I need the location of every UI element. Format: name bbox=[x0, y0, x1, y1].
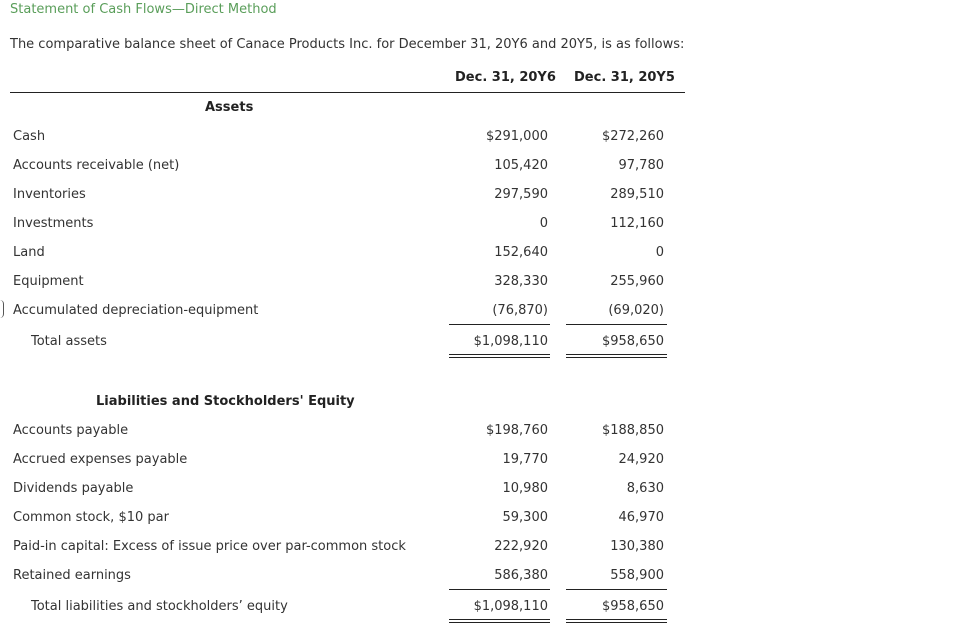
double-underline bbox=[449, 354, 550, 358]
row-label: Equipment bbox=[13, 274, 84, 289]
table-row: Accrued expenses payable 19,770 24,920 bbox=[0, 452, 700, 472]
value-20y5: 558,900 bbox=[610, 568, 664, 583]
value-20y5: 46,970 bbox=[618, 510, 665, 525]
value-20y5: 112,160 bbox=[610, 216, 664, 231]
row-label: Accounts payable bbox=[13, 423, 129, 438]
total-row: Total assets $1,098,110 $958,650 bbox=[0, 334, 700, 354]
row-label: Dividends payable bbox=[13, 481, 134, 496]
value-20y6: 586,380 bbox=[494, 568, 548, 583]
total-liabilities-20y5: $958,650 bbox=[601, 599, 664, 614]
table-row: Equipment 328,330 255,960 bbox=[0, 274, 700, 294]
table-row: Investments 0 112,160 bbox=[0, 216, 700, 236]
value-20y6: 19,770 bbox=[502, 452, 549, 467]
row-label: Inventories bbox=[13, 187, 86, 202]
subtotal-rule bbox=[449, 324, 550, 325]
value-20y6: 152,640 bbox=[494, 245, 548, 260]
table-row: Retained earnings 586,380 558,900 bbox=[0, 568, 700, 588]
table-row: Accumulated depreciation-equipment (76,8… bbox=[0, 303, 700, 323]
value-20y6: 222,920 bbox=[494, 539, 548, 554]
row-label: Accounts receivable (net) bbox=[13, 158, 180, 173]
header-divider bbox=[10, 92, 685, 93]
intro-text: The comparative balance sheet of Canace … bbox=[10, 37, 685, 52]
value-20y5: 255,960 bbox=[610, 274, 664, 289]
row-label: Cash bbox=[13, 129, 46, 144]
table-row: Dividends payable 10,980 8,630 bbox=[0, 481, 700, 501]
value-20y5: 8,630 bbox=[626, 481, 664, 496]
subtotal-rule bbox=[449, 589, 550, 590]
total-row: Total liabilities and stockholders’ equi… bbox=[0, 599, 700, 619]
page-title: Statement of Cash Flows—Direct Method bbox=[10, 2, 277, 17]
value-20y6: $198,760 bbox=[485, 423, 548, 438]
column-header-20y5: Dec. 31, 20Y5 bbox=[574, 70, 675, 85]
value-20y6: 297,590 bbox=[494, 187, 548, 202]
row-label: Investments bbox=[13, 216, 94, 231]
row-label: Retained earnings bbox=[13, 568, 131, 583]
table-row: Common stock, $10 par 59,300 46,970 bbox=[0, 510, 700, 530]
table-row: Cash $291,000 $272,260 bbox=[0, 129, 700, 149]
table-row: Inventories 297,590 289,510 bbox=[0, 187, 700, 207]
double-underline bbox=[449, 619, 550, 623]
table-row: Land 152,640 0 bbox=[0, 245, 700, 265]
total-liabilities-20y6: $1,098,110 bbox=[473, 599, 548, 614]
subtotal-rule bbox=[566, 324, 667, 325]
value-20y5: $188,850 bbox=[601, 423, 664, 438]
value-20y6: 0 bbox=[539, 216, 548, 231]
row-label: Paid-in capital: Excess of issue price o… bbox=[13, 539, 406, 554]
value-20y6: 328,330 bbox=[494, 274, 548, 289]
value-20y6: 105,420 bbox=[494, 158, 548, 173]
total-assets-label: Total assets bbox=[31, 334, 107, 349]
total-assets-20y5: $958,650 bbox=[601, 334, 664, 349]
liabilities-heading: Liabilities and Stockholders' Equity bbox=[96, 394, 355, 409]
assets-heading: Assets bbox=[205, 100, 254, 115]
value-20y6: (76,870) bbox=[492, 303, 548, 318]
double-underline bbox=[566, 619, 667, 623]
value-20y6: $291,000 bbox=[485, 129, 548, 144]
table-row: Accounts receivable (net) 105,420 97,780 bbox=[0, 158, 700, 178]
column-header-20y6: Dec. 31, 20Y6 bbox=[455, 70, 556, 85]
value-20y5: 97,780 bbox=[618, 158, 665, 173]
value-20y5: 0 bbox=[655, 245, 664, 260]
value-20y6: 59,300 bbox=[502, 510, 549, 525]
subtotal-rule bbox=[566, 589, 667, 590]
total-liabilities-label: Total liabilities and stockholders’ equi… bbox=[31, 599, 288, 614]
table-row: Accounts payable $198,760 $188,850 bbox=[0, 423, 700, 443]
double-underline bbox=[566, 354, 667, 358]
value-20y6: 10,980 bbox=[502, 481, 549, 496]
value-20y5: 24,920 bbox=[618, 452, 665, 467]
left-edge-marker bbox=[0, 300, 4, 318]
total-assets-20y6: $1,098,110 bbox=[473, 334, 548, 349]
table-row: Paid-in capital: Excess of issue price o… bbox=[0, 539, 700, 559]
row-label: Common stock, $10 par bbox=[13, 510, 169, 525]
value-20y5: 289,510 bbox=[610, 187, 664, 202]
row-label: Accumulated depreciation-equipment bbox=[13, 303, 259, 318]
value-20y5: (69,020) bbox=[608, 303, 664, 318]
value-20y5: $272,260 bbox=[601, 129, 664, 144]
value-20y5: 130,380 bbox=[610, 539, 664, 554]
row-label: Accrued expenses payable bbox=[13, 452, 188, 467]
row-label: Land bbox=[13, 245, 45, 260]
